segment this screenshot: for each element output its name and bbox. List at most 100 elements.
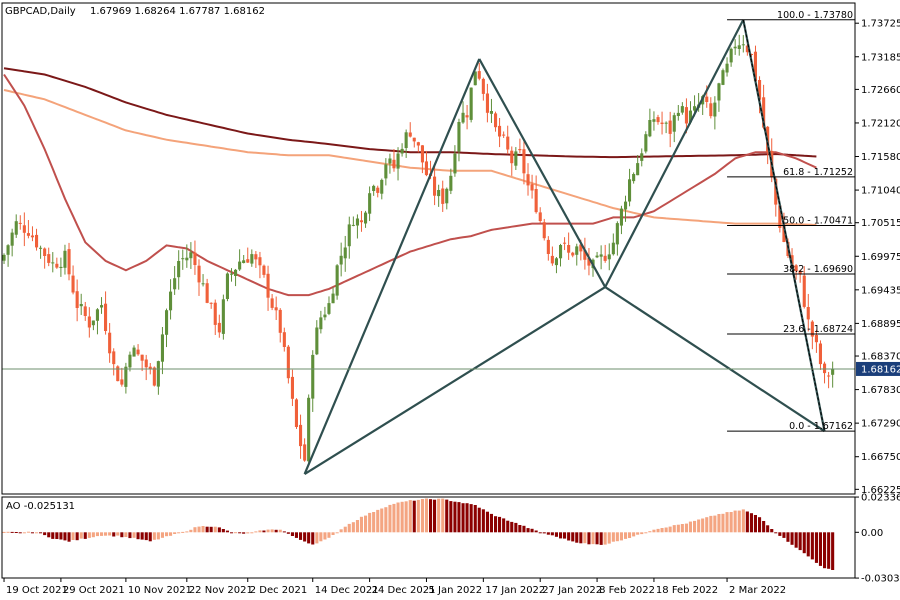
- ao-bar: [567, 532, 571, 541]
- current-price-label: 1.68162: [861, 364, 900, 375]
- price-tick-label: 1.67830: [861, 385, 900, 396]
- ao-bar: [197, 526, 201, 533]
- ao-bar: [368, 512, 372, 533]
- ao-bar: [372, 512, 376, 533]
- candle-body: [782, 225, 786, 242]
- candle-body: [221, 299, 225, 334]
- candle-body: [498, 125, 502, 137]
- candle-body: [461, 112, 465, 123]
- ao-bar: [124, 532, 128, 537]
- candle-body: [282, 332, 286, 347]
- ao-bar: [63, 532, 67, 541]
- candle-body: [534, 189, 538, 213]
- price-tick-label: 1.69435: [861, 285, 900, 296]
- ao-bar: [489, 513, 493, 533]
- ao-bar: [729, 512, 733, 533]
- price-tick-label: 1.66225: [861, 485, 900, 496]
- candle-body: [705, 96, 709, 102]
- ao-bar: [47, 532, 51, 538]
- candle-body: [242, 260, 246, 263]
- candle-body: [177, 261, 181, 278]
- price-frame: [1, 2, 856, 495]
- candle-body: [437, 190, 441, 197]
- pattern-leg: [478, 58, 607, 288]
- ao-bar: [396, 502, 400, 533]
- ao-bar: [246, 532, 250, 534]
- candle-body: [238, 261, 242, 270]
- candle-body: [217, 322, 221, 333]
- candle-body: [502, 134, 506, 136]
- ao-frame: [1, 496, 856, 579]
- candle-body: [59, 266, 63, 268]
- ao-bar: [559, 532, 563, 539]
- ao-panel: AO -0.025131: [2, 498, 835, 570]
- candle-body: [518, 149, 522, 151]
- candle-body: [725, 63, 729, 73]
- ao-bar: [684, 523, 688, 533]
- ao-bar: [303, 532, 307, 542]
- candle-body: [63, 250, 67, 268]
- ao-bar: [67, 532, 71, 542]
- ao-bar: [209, 526, 213, 533]
- ao-bar: [790, 532, 794, 545]
- price-tick-label: 1.73185: [861, 52, 900, 63]
- x-tick-label: 2 Dec 2021: [250, 585, 308, 596]
- candle-body: [831, 369, 835, 375]
- ao-bar: [514, 522, 518, 533]
- candle-body: [384, 164, 388, 179]
- candle-body: [469, 87, 473, 120]
- candle-body: [372, 185, 376, 191]
- x-tick-label: 2 Mar 2022: [729, 585, 786, 596]
- ao-bar: [429, 499, 433, 533]
- ao-bar: [189, 529, 193, 533]
- ao-bar: [91, 532, 95, 538]
- ao-bar: [636, 532, 640, 535]
- ao-bar: [758, 517, 762, 533]
- candle-body: [197, 265, 201, 283]
- ao-bar: [794, 532, 798, 548]
- candle-body: [607, 254, 611, 260]
- ao-bar: [250, 532, 254, 534]
- ao-tick-label: -0.030346: [861, 574, 900, 585]
- candle-body: [128, 354, 132, 368]
- price-tick-label: 1.68370: [861, 352, 900, 363]
- ao-bar: [595, 532, 599, 545]
- candle-body: [445, 188, 449, 204]
- ao-bar: [2, 531, 6, 533]
- ao-bar: [441, 498, 445, 533]
- candle-body: [420, 145, 424, 163]
- ao-label: AO -0.025131: [6, 501, 75, 512]
- candle-body: [595, 255, 599, 258]
- candle-body: [396, 153, 400, 169]
- ao-bar: [416, 499, 420, 533]
- candle-body: [116, 366, 120, 382]
- ao-bar: [831, 532, 835, 570]
- ao-bar: [823, 532, 827, 569]
- candle-body: [347, 224, 351, 247]
- candle-body: [136, 349, 140, 355]
- x-tick-label: 17 Jan 2022: [485, 585, 545, 596]
- ao-bar: [43, 532, 47, 536]
- ao-bar: [818, 532, 822, 566]
- candle-body: [599, 254, 603, 257]
- ao-bar: [502, 518, 506, 533]
- ao-bar: [672, 525, 676, 533]
- ao-bar: [774, 532, 778, 534]
- ao-bar: [461, 503, 465, 533]
- candle-body: [140, 354, 144, 361]
- ao-bar: [563, 532, 567, 539]
- ao-bar: [506, 520, 510, 533]
- candle-body: [144, 359, 148, 368]
- candle-body: [335, 265, 339, 296]
- ao-bar: [18, 532, 22, 534]
- candle-body: [619, 208, 623, 226]
- x-tick-label: 18 Feb 2022: [656, 585, 718, 596]
- candle-body: [489, 111, 493, 114]
- candle-body: [10, 232, 14, 246]
- ao-bar: [234, 532, 238, 534]
- candle-body: [615, 223, 619, 245]
- fib-level-label: 0.0 - 1.67162: [789, 421, 853, 432]
- fib-level-label: 100.0 - 1.73780: [777, 10, 853, 21]
- ao-bar: [254, 531, 258, 533]
